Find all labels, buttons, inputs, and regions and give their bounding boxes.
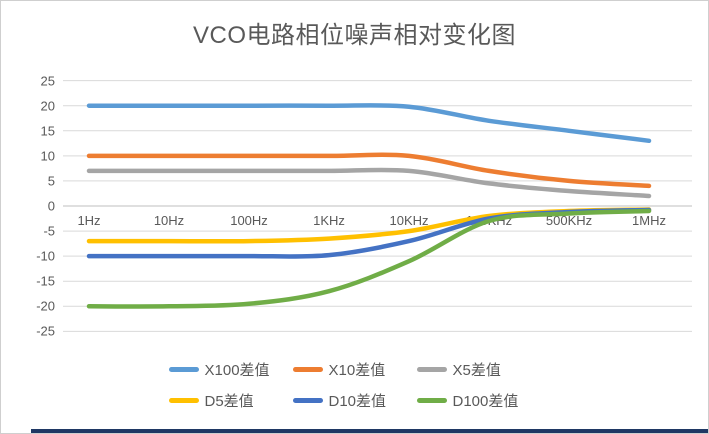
y-axis-tick: -15 bbox=[36, 273, 55, 289]
legend-label: D100差值 bbox=[452, 393, 519, 410]
legend-item-d5: D5差值 bbox=[168, 390, 293, 411]
y-axis-tick: -5 bbox=[43, 223, 55, 239]
legend-label: X10差值 bbox=[328, 362, 386, 379]
legend-label: D10差值 bbox=[328, 393, 387, 410]
series-line-D100差值 bbox=[86, 208, 652, 309]
legend-item-x10: X10差值 bbox=[292, 359, 417, 380]
legend: X100差值 X10差值 X5差值 D5差值 D10差值 D100差值 bbox=[168, 359, 541, 411]
bottom-accent-bar bbox=[31, 429, 708, 433]
y-axis-tick: 15 bbox=[40, 123, 55, 139]
legend-label: X5差值 bbox=[452, 362, 501, 379]
legend-swatch-x10 bbox=[292, 367, 323, 372]
y-axis-tick: -20 bbox=[36, 298, 55, 314]
legend-swatch-x100 bbox=[168, 367, 199, 372]
legend-item-d10: D10差值 bbox=[292, 390, 417, 411]
x-axis-tick: 10KHz bbox=[389, 213, 429, 228]
legend-item-d100: D100差值 bbox=[416, 390, 541, 411]
x-axis-tick: 1Hz bbox=[77, 213, 101, 228]
x-axis-tick: 500KHz bbox=[545, 213, 593, 228]
x-axis-tick: 10Hz bbox=[153, 213, 185, 228]
series-line-X5差值 bbox=[86, 167, 652, 199]
legend-swatch-d100 bbox=[416, 398, 447, 403]
y-axis-tick: 0 bbox=[47, 198, 55, 214]
y-axis-tick: 20 bbox=[40, 98, 55, 114]
series-line-D10差值 bbox=[86, 207, 652, 259]
series-line-X100差值 bbox=[86, 103, 652, 144]
legend-label: X100差值 bbox=[204, 362, 270, 379]
legend-label: D5差值 bbox=[204, 393, 254, 410]
y-axis-tick: 25 bbox=[40, 73, 55, 89]
legend-swatch-d5 bbox=[168, 398, 199, 403]
y-axis-tick: 5 bbox=[47, 173, 55, 189]
legend-item-x100: X100差值 bbox=[168, 359, 293, 380]
legend-swatch-x5 bbox=[416, 367, 447, 372]
y-axis-tick: 10 bbox=[40, 148, 55, 164]
y-axis-tick: -25 bbox=[36, 323, 55, 339]
chart-title: VCO电路相位噪声相对变化图 bbox=[192, 22, 516, 49]
series-line-X10差值 bbox=[86, 152, 652, 189]
legend-item-x5: X5差值 bbox=[416, 359, 541, 380]
y-axis-tick: -10 bbox=[36, 248, 55, 264]
legend-swatch-d10 bbox=[292, 398, 323, 403]
x-axis-tick: 100Hz bbox=[230, 213, 268, 228]
x-axis-tick: 1MHz bbox=[632, 213, 666, 228]
x-axis-tick: 1KHz bbox=[313, 213, 345, 228]
